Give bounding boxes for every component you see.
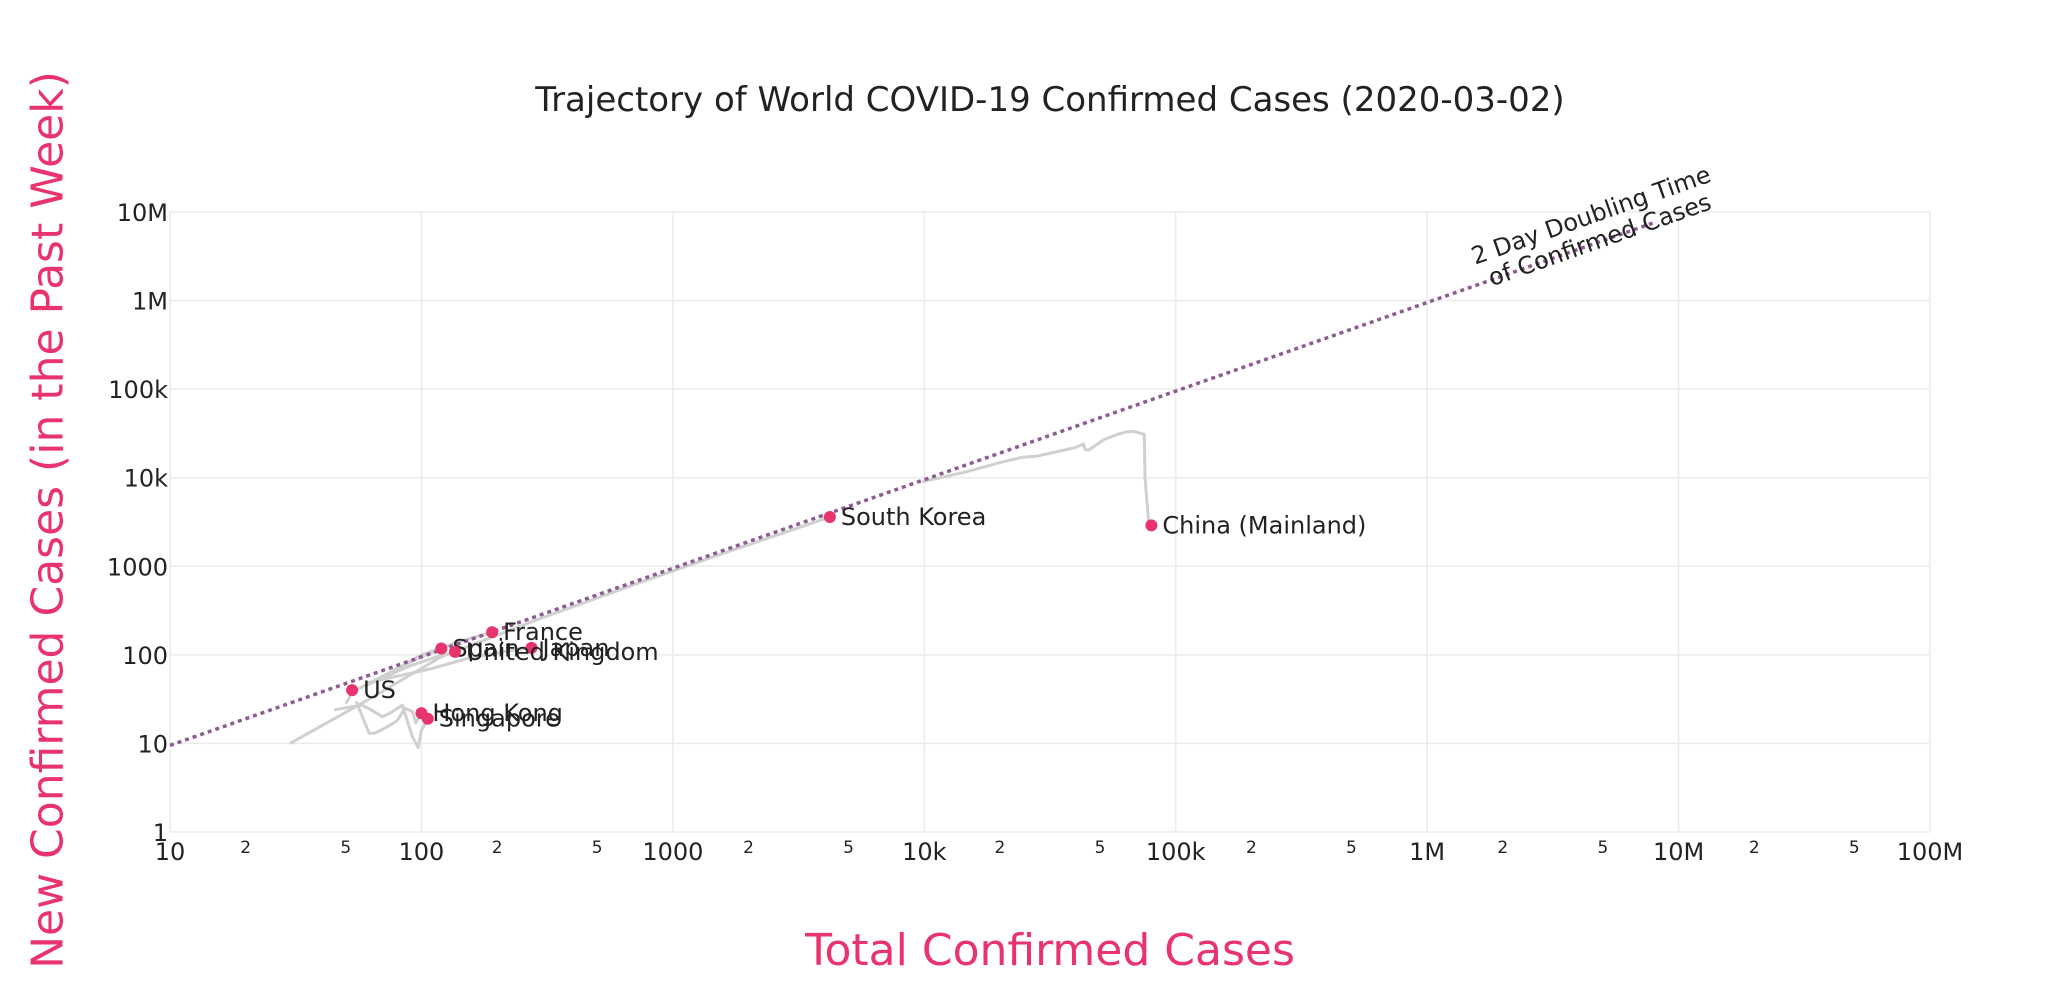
- y-tick-label: 10: [137, 730, 168, 758]
- y-tick-label: 1: [153, 819, 168, 847]
- y-tick-label: 1000: [107, 553, 168, 581]
- data-point: [435, 642, 448, 655]
- x-minor-tick-label: 5: [1095, 838, 1106, 858]
- x-minor-tick-label: 2: [743, 838, 754, 858]
- data-point-label: China (Mainland): [1162, 511, 1366, 539]
- grid-lines: [169, 211, 1931, 833]
- data-point-label: US: [363, 676, 396, 704]
- doubling-reference-line: [169, 220, 1655, 748]
- x-tick-label: 10k: [902, 838, 947, 866]
- x-minor-tick-label: 5: [340, 838, 351, 858]
- x-minor-tick-label: 5: [843, 838, 854, 858]
- trajectory-line: [333, 703, 430, 749]
- trajectory-line: [364, 650, 456, 687]
- chart-title: Trajectory of World COVID-19 Confirmed C…: [535, 80, 1565, 120]
- data-point-label: Singapore: [439, 705, 560, 733]
- x-tick-label: 100M: [1897, 838, 1964, 866]
- y-tick-label: 1M: [132, 288, 168, 316]
- x-minor-tick-label: 2: [1246, 838, 1257, 858]
- trajectory-line: [289, 515, 831, 745]
- data-point-label: Spain: [452, 634, 519, 662]
- trajectory-line: [921, 429, 1153, 527]
- data-point: [823, 511, 836, 524]
- x-tick-label: 100: [399, 838, 445, 866]
- x-tick-label: 1000: [642, 838, 703, 866]
- y-axis-title: New Confirmed Cases (in the Past Week): [22, 71, 74, 969]
- data-point: [1145, 519, 1158, 532]
- x-minor-tick-label: 2: [240, 838, 251, 858]
- x-minor-tick-label: 2: [1749, 838, 1760, 858]
- data-point-label: South Korea: [841, 503, 986, 531]
- x-minor-tick-label: 2: [995, 838, 1006, 858]
- x-axis-ticks: 10 100 1000 10k 100k 1M 10M 100M 2 5 2 5 2 5 2 5 2 5 2 5 2 5: [155, 838, 1964, 866]
- y-axis-ticks: 1 10 100 1000 10k 100k 1M 10M: [107, 199, 168, 847]
- trajectory-lines: [289, 429, 1153, 749]
- data-point-label: Japan: [540, 634, 609, 662]
- trajectory-line: [354, 700, 423, 735]
- data-point-label: France: [503, 618, 583, 646]
- x-minor-tick-label: 5: [1849, 838, 1860, 858]
- x-minor-tick-label: 5: [1346, 838, 1357, 858]
- y-tick-label: 10M: [117, 199, 168, 227]
- x-minor-tick-label: 2: [1497, 838, 1508, 858]
- x-minor-tick-label: 2: [492, 838, 503, 858]
- x-minor-tick-label: 5: [1597, 838, 1608, 858]
- x-tick-label: 1M: [1409, 838, 1445, 866]
- data-point: [525, 641, 538, 654]
- x-tick-label: 10M: [1653, 838, 1704, 866]
- x-tick-label: 100k: [1146, 838, 1206, 866]
- y-tick-label: 10k: [124, 465, 169, 493]
- x-minor-tick-label: 5: [592, 838, 603, 858]
- data-point-label: United Kingdom: [466, 638, 659, 666]
- x-tick-label: 10: [155, 838, 186, 866]
- x-axis-title: Total Confirmed Cases: [805, 925, 1295, 976]
- data-point-label: Hong Kong: [432, 699, 562, 727]
- data-point: [346, 684, 359, 697]
- trajectory-line: [365, 646, 532, 685]
- data-point: [421, 712, 434, 725]
- y-tick-label: 100: [122, 642, 168, 670]
- y-tick-label: 100k: [108, 376, 168, 404]
- data-point: [486, 626, 499, 639]
- data-point: [449, 645, 462, 658]
- doubling-reference-label: 2 Day Doubling Timeof Confirmed Cases: [1468, 160, 1723, 295]
